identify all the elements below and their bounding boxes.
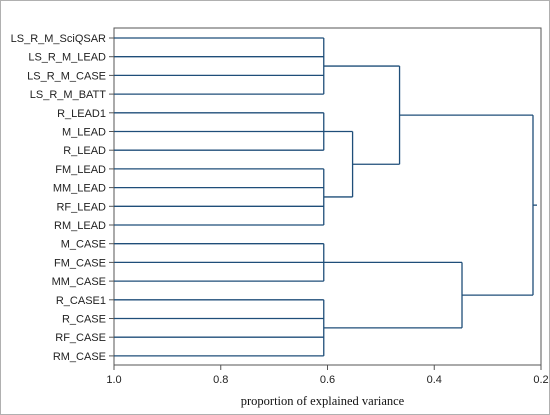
- leaf-label: MM_CASE: [52, 276, 106, 288]
- leaf-label: FM_CASE: [54, 257, 106, 269]
- leaf-label: RF_CASE: [55, 332, 106, 344]
- leaf-label: RM_CASE: [53, 351, 106, 363]
- leaf-label: R_LEAD: [63, 145, 106, 157]
- leaf-label: LS_R_M_BATT: [30, 89, 106, 101]
- leaf-label: R_LEAD1: [57, 108, 106, 120]
- leaf-label: LS_R_M_SciQSAR: [11, 33, 106, 45]
- leaf-label: M_CASE: [61, 239, 106, 251]
- leaf-label: FM_LEAD: [55, 164, 106, 176]
- dendrogram-tree: [114, 37, 537, 357]
- x-tick-label: 0.6: [320, 374, 335, 386]
- x-tick-label: 1.0: [106, 374, 121, 386]
- leaf-label: R_CASE: [62, 314, 106, 326]
- x-tick-label: 0.8: [213, 374, 228, 386]
- leaf-label: RF_LEAD: [56, 201, 106, 213]
- leaf-label: LS_R_M_LEAD: [28, 52, 106, 64]
- x-axis-title: proportion of explained variance: [241, 394, 405, 408]
- axis-layer: 1.0 0.8 0.6 0.4 0.2: [106, 27, 549, 386]
- leaf-label: RM_LEAD: [54, 220, 106, 232]
- leaf-label: LS_R_M_CASE: [27, 70, 106, 82]
- leaf-label: MM_LEAD: [53, 183, 106, 195]
- x-tick-label: 0.4: [427, 374, 442, 386]
- leaf-label: R_CASE1: [56, 295, 106, 307]
- leaf-labels: LS_R_M_SciQSAR LS_R_M_LEAD LS_R_M_CASE LS_R…: [11, 33, 107, 363]
- x-tick-label: 0.2: [533, 374, 548, 386]
- leaf-label: M_LEAD: [62, 127, 106, 139]
